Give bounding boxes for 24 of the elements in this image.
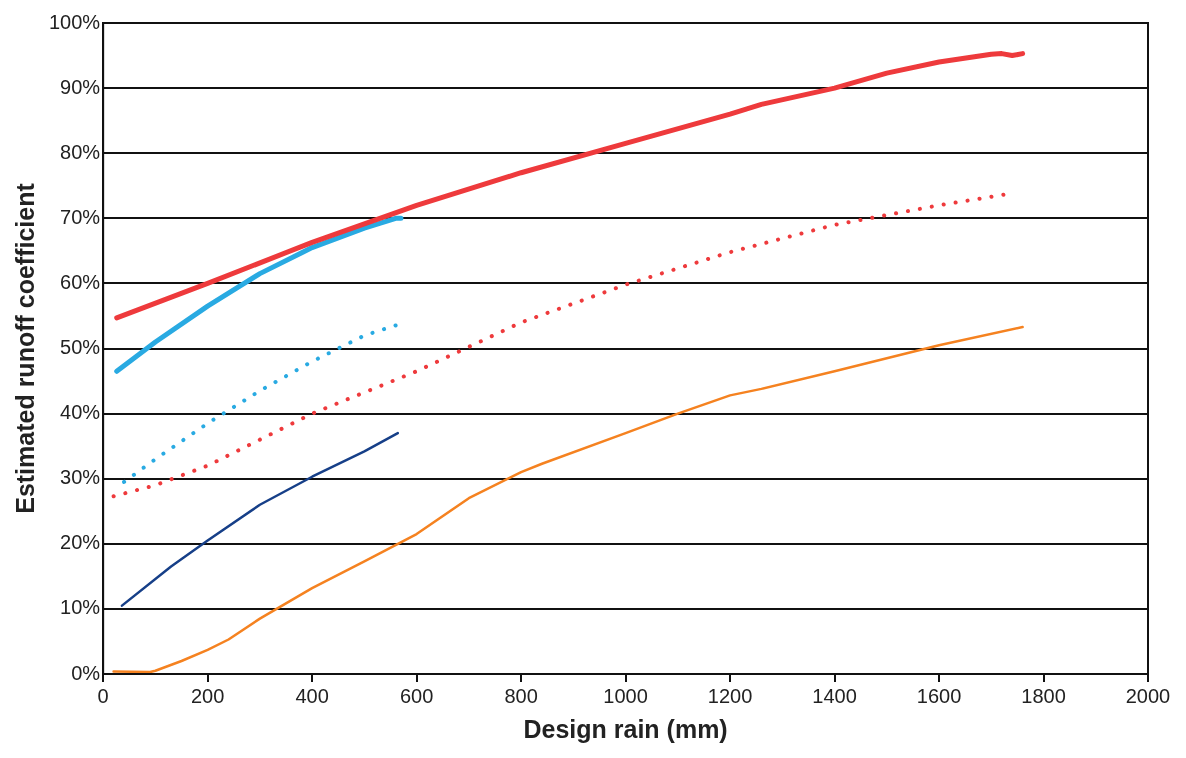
x-tick-label: 600 — [399, 684, 434, 707]
y-tick-label: 60% — [60, 270, 101, 293]
x-tick-label: 400 — [295, 684, 329, 707]
x-tick-label: 0 — [97, 684, 109, 707]
x-tick-label: 1600 — [916, 684, 962, 707]
x-tick-label: 1800 — [1021, 684, 1066, 707]
y-tick-label: 80% — [60, 140, 101, 163]
x-tick-label: 1200 — [707, 684, 753, 707]
y-tick-label: 0% — [71, 661, 101, 684]
y-tick-label: 40% — [60, 401, 101, 424]
x-tick-label: 2000 — [1125, 684, 1171, 707]
x-tick-label: 1000 — [603, 684, 648, 707]
x-tick-label: 1400 — [812, 684, 857, 707]
x-tick-label: 200 — [190, 684, 225, 707]
x-tick-label: 800 — [504, 684, 538, 707]
y-tick-label: 50% — [60, 336, 101, 359]
y-axis-title: Estimated runoff coefficient — [10, 182, 39, 514]
y-tick-label: 90% — [60, 75, 101, 98]
y-tick-label: 100% — [49, 10, 101, 33]
y-tick-label: 30% — [60, 466, 101, 489]
y-tick-label: 20% — [60, 531, 101, 554]
y-tick-label: 70% — [60, 205, 101, 228]
x-axis-title: Design rain (mm) — [523, 714, 728, 743]
y-tick-label: 10% — [60, 596, 101, 619]
